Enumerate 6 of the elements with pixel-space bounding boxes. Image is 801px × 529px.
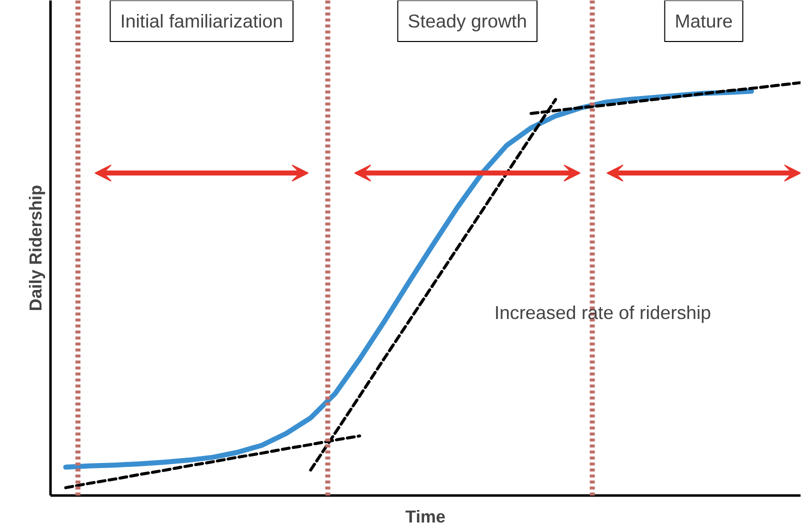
y-axis-title: Daily Ridership [26,184,46,312]
text: Initial familiarization [120,10,284,32]
x-axis-title: Time [405,506,446,526]
text: Mature [674,10,733,32]
text: Steady growth [408,10,528,32]
annotation: Increased rate of ridership [494,302,712,324]
